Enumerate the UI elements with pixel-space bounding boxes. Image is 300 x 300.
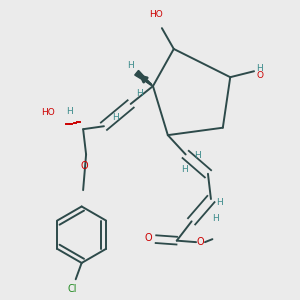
Text: H: H: [112, 113, 119, 122]
Polygon shape: [135, 70, 153, 86]
Text: H: H: [212, 214, 219, 223]
Text: H: H: [217, 197, 223, 206]
Text: H: H: [66, 107, 73, 116]
Text: O: O: [197, 237, 204, 247]
Text: O: O: [145, 233, 152, 243]
Text: H: H: [256, 64, 263, 73]
Text: O: O: [256, 71, 263, 80]
Text: H: H: [194, 152, 201, 160]
Text: H: H: [127, 61, 134, 70]
Text: O: O: [81, 161, 88, 171]
Text: HO: HO: [41, 108, 55, 117]
Text: H: H: [181, 165, 188, 174]
Text: H: H: [136, 89, 143, 98]
Text: HO: HO: [149, 10, 163, 19]
Text: Cl: Cl: [68, 284, 77, 294]
